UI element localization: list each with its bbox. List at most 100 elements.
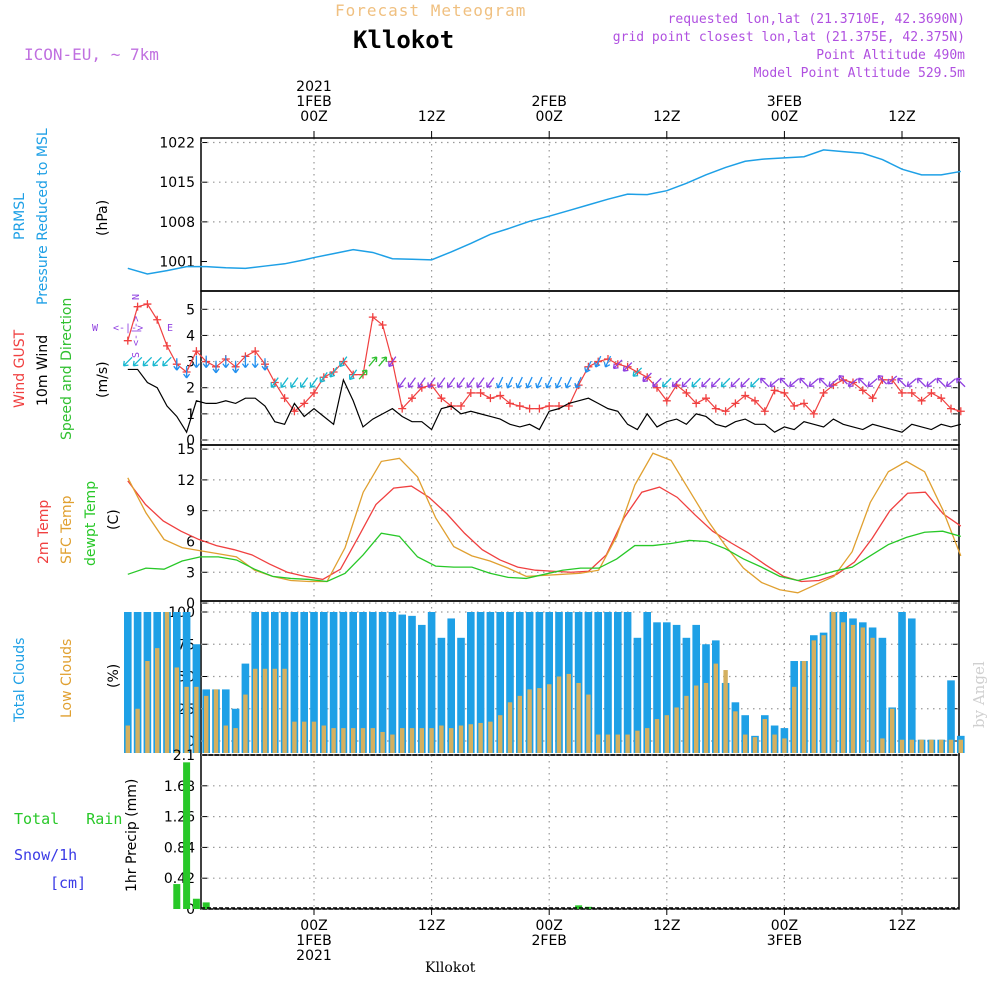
total-cloud-bar: [623, 612, 632, 753]
wind-arrow: [632, 367, 643, 377]
low-cloud-bar: [507, 702, 513, 753]
temp-yaxis: 0 3 6 9 12 15: [177, 442, 959, 612]
low-cloud-bar: [586, 694, 591, 753]
gust-marker: [300, 399, 309, 408]
low-cloud-bar: [596, 734, 601, 753]
y-tick-label: 1.26: [164, 810, 195, 826]
wind-arrow: [183, 366, 191, 379]
wind-arrow: [574, 376, 582, 389]
wind-arrow: [691, 377, 701, 388]
gust-marker: [868, 394, 877, 403]
gust-marker: [192, 347, 201, 356]
grid-point-coords: grid point closest lon,lat (21.375E, 42.…: [613, 30, 965, 45]
total-cloud-bar: [300, 612, 308, 753]
low-cloud-bar: [831, 612, 836, 753]
wind-arrow: [535, 376, 543, 389]
wind-arrow: [417, 377, 426, 389]
y-tick-label: 0: [186, 433, 195, 449]
gust-marker: [692, 399, 701, 408]
low-cloud-bar: [635, 730, 640, 753]
wind-arrow: [867, 378, 878, 387]
panel-4: [200, 754, 960, 910]
gust-marker: [280, 394, 289, 403]
wind-arrow: [769, 378, 780, 387]
wind-arrow: [701, 377, 711, 388]
gust-marker: [790, 402, 799, 411]
wind-arrow: [388, 356, 397, 368]
wind-arrow: [720, 377, 731, 388]
wind-arrow: [847, 378, 859, 387]
total-cloud-bar: [329, 612, 338, 753]
panel-1: [200, 290, 960, 446]
wind-arrow: [926, 378, 937, 387]
total-cloud-bar: [741, 715, 749, 753]
wind-arrow: [857, 377, 868, 388]
total-cloud-bar: [320, 612, 328, 753]
snow-unit-label: [cm]: [50, 874, 86, 892]
bottom-time-label: 12Z: [418, 918, 445, 934]
compass-e: E: [167, 323, 173, 334]
gust-marker: [437, 394, 446, 403]
low-cloud-bar: [439, 725, 444, 753]
wind-arrow: [299, 377, 309, 389]
y-tick-label: 3: [186, 565, 195, 581]
low-cloud-bar: [311, 721, 317, 753]
temp-unit-label: (C): [106, 509, 122, 530]
bottom-time-label: 00Z: [771, 918, 798, 934]
wind-arrow: [427, 377, 436, 389]
wind-arrow: [446, 377, 456, 389]
wind-arrow: [192, 355, 200, 368]
gust-line: [127, 303, 961, 415]
model-altitude: Model Point Altitude 529.5m: [754, 66, 965, 81]
total-cloud-bar: [614, 612, 622, 753]
low-cloud-bar: [292, 721, 297, 753]
top-time-label: 12Z: [418, 109, 445, 125]
low-cloud-bar: [223, 725, 228, 753]
wind-arrow: [329, 366, 338, 378]
low-cloud-bar: [498, 715, 503, 753]
wind-arrow: [437, 377, 446, 389]
wind-arrow: [779, 377, 790, 388]
low-cloud-bar: [576, 682, 581, 753]
panel-frame: [200, 290, 960, 446]
low-cloud-bar: [674, 707, 679, 753]
low-cloud-bar: [752, 737, 758, 753]
total-cloud-bar: [349, 612, 357, 753]
gust-marker: [486, 394, 495, 403]
low-cloud-bar: [870, 637, 875, 753]
rain-bar: [173, 884, 181, 909]
y-tick-label: 1022: [159, 136, 195, 152]
compass-rose: N S W E <-|-> <-|->: [92, 294, 173, 358]
low-cloud-bar: [135, 708, 140, 753]
t2m-line: [127, 480, 962, 583]
low-cloud-bar: [243, 694, 248, 753]
wind-arrow: [476, 377, 485, 389]
low-cloud-bar: [743, 734, 748, 753]
wind-arrow: [710, 377, 721, 388]
wind-arrow: [407, 377, 416, 389]
y-tick-label: 5: [186, 302, 195, 318]
total-cloud-bar: [574, 612, 583, 753]
y-tick-label: 1.68: [164, 779, 195, 795]
low-cloud-bar: [801, 661, 807, 753]
low-cloud-bar: [645, 728, 650, 753]
gust-marker: [947, 404, 955, 413]
gust-marker: [310, 388, 318, 397]
y-tick-label: 9: [186, 504, 195, 520]
footer-location: Kllokot: [425, 960, 476, 976]
gust-marker: [907, 388, 916, 397]
low-cloud-bar: [547, 684, 552, 753]
rain-bar: [575, 905, 583, 909]
plot-layer: 1001100810151022012345036912150255075100…: [122, 79, 966, 964]
low-cloud-bar: [174, 667, 179, 753]
low-cloud-bar: [125, 725, 130, 753]
wind-arrow: [486, 377, 495, 389]
wind-arrow: [593, 355, 602, 368]
bottom-time-label: 00Z: [535, 918, 562, 934]
point-altitude: Point Altitude 490m: [816, 48, 965, 63]
low-cloud-bar: [654, 719, 660, 753]
low-cloud-bar: [233, 728, 238, 753]
total-clouds-label: Total Clouds: [12, 638, 28, 723]
wind-arrow: [564, 376, 572, 389]
